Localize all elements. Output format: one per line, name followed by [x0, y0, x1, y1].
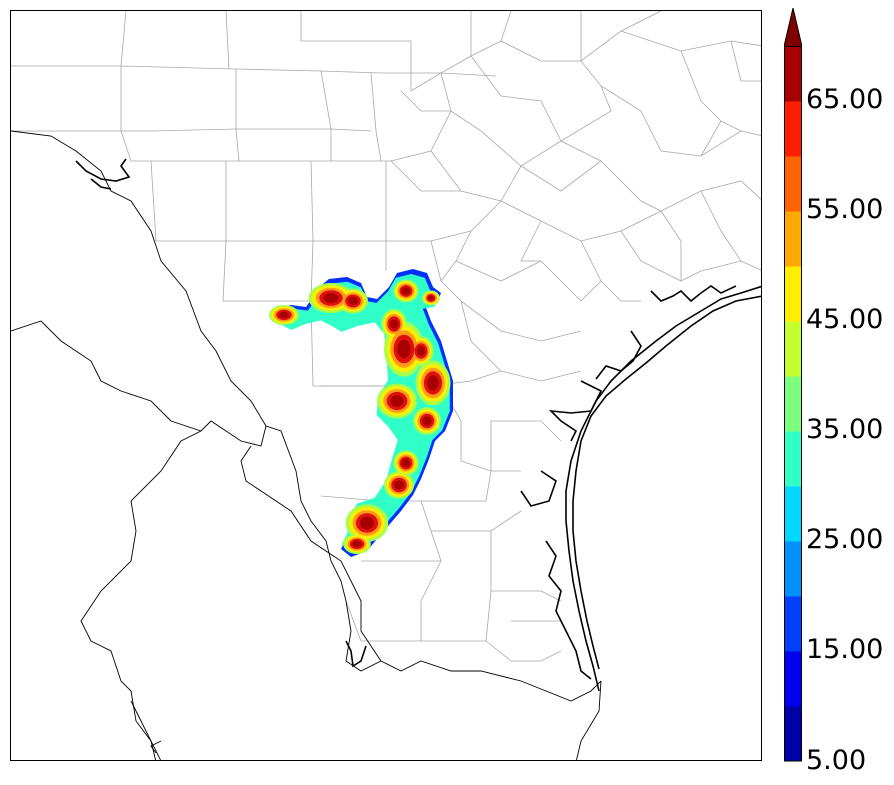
precipitation-field [269, 269, 453, 557]
colorbar-band [784, 211, 802, 267]
field-blob-core [389, 319, 399, 329]
field-blob-core [390, 395, 404, 407]
field-blob-core [401, 287, 411, 295]
colorbar-band [784, 706, 802, 762]
colorbar [784, 8, 802, 762]
colorbar-label-25: 25.00 [806, 524, 884, 555]
colorbar-band [784, 101, 802, 157]
colorbar-band [784, 321, 802, 377]
colorbar-band [784, 541, 802, 597]
coastline [75, 158, 761, 692]
field-blob-core [394, 480, 404, 490]
colorbar-band [784, 266, 802, 322]
colorbar-band [784, 596, 802, 652]
field-blob-core [422, 416, 432, 426]
colorbar-extend-arrow [784, 8, 802, 47]
colorbar-label-5: 5.00 [806, 745, 867, 776]
colorbar-label-15: 15.00 [806, 634, 884, 665]
colorbar-band [784, 486, 802, 542]
colorbar-bands [784, 8, 802, 762]
map-panel [10, 10, 762, 761]
field-blob-core [323, 293, 339, 303]
field-blob-core [279, 311, 289, 319]
field-blob-core [352, 540, 362, 548]
colorbar-band [784, 46, 802, 102]
colorbar-band [784, 376, 802, 432]
colorbar-label-55: 55.00 [806, 194, 884, 225]
colorbar-label-45: 45.00 [806, 304, 884, 335]
field-blob-core [401, 458, 411, 468]
colorbar-band [784, 651, 802, 707]
field-blob-core [427, 375, 439, 391]
map-canvas [11, 11, 761, 760]
field-blob-core [428, 295, 434, 301]
field-blob-core [348, 296, 358, 306]
colorbar-label-65: 65.00 [806, 84, 884, 115]
international-border [11, 130, 602, 760]
colorbar-band [784, 431, 802, 487]
colorbar-band [784, 156, 802, 212]
field-blob-core [359, 516, 375, 530]
colorbar-label-35: 35.00 [806, 414, 884, 445]
colorbar-frame [784, 46, 802, 762]
field-blob-core [416, 346, 426, 356]
field-blob-core [397, 339, 411, 359]
